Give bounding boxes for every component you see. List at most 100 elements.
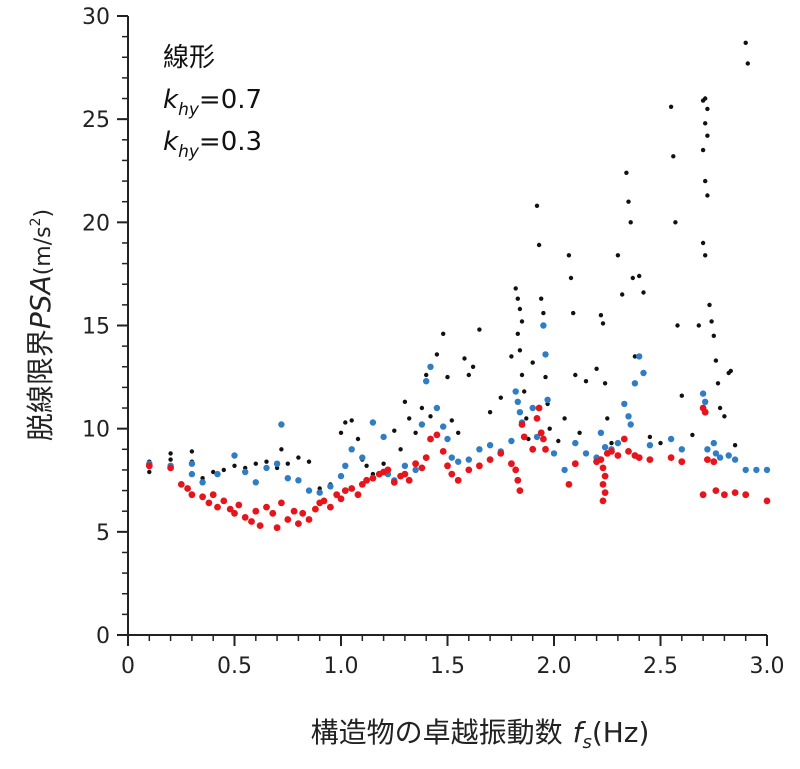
data-point <box>540 322 547 329</box>
data-point <box>381 461 386 466</box>
data-point <box>731 489 739 496</box>
data-point <box>413 430 418 435</box>
data-point <box>380 433 387 441</box>
data-point <box>637 273 642 279</box>
data-point <box>253 461 258 466</box>
data-point <box>716 454 724 461</box>
data-point <box>508 437 515 445</box>
data-point <box>274 465 280 471</box>
data-point <box>609 440 614 446</box>
data-point <box>542 351 549 358</box>
data-point <box>710 439 717 447</box>
data-point <box>678 446 685 453</box>
data-point <box>517 306 523 312</box>
data-point <box>715 381 721 386</box>
data-point <box>226 505 234 513</box>
data-point <box>722 414 727 419</box>
x-tick-label: 0.5 <box>217 654 252 679</box>
data-point <box>439 448 447 455</box>
data-point <box>209 491 217 499</box>
data-point <box>599 464 607 472</box>
data-point <box>597 456 605 463</box>
data-point <box>530 360 535 365</box>
data-point <box>696 323 701 328</box>
series-0 <box>147 40 750 491</box>
data-point <box>529 404 536 412</box>
data-point <box>667 435 675 443</box>
data-point <box>358 481 366 488</box>
data-point <box>235 501 243 509</box>
data-point <box>401 470 409 478</box>
data-point <box>534 203 540 208</box>
data-point <box>671 154 676 159</box>
x-tick-label: 1.0 <box>324 654 359 679</box>
data-point <box>398 447 403 452</box>
data-point <box>713 358 719 363</box>
data-point <box>646 456 654 463</box>
data-point <box>290 507 298 515</box>
data-point <box>211 469 216 475</box>
data-point <box>614 452 622 459</box>
data-point <box>601 472 609 480</box>
data-point <box>242 468 249 476</box>
data-point <box>295 477 302 484</box>
data-point <box>703 96 708 101</box>
data-point <box>333 491 341 499</box>
data-point <box>515 296 520 301</box>
data-point <box>189 449 195 454</box>
data-point <box>364 463 369 468</box>
data-point <box>369 474 377 482</box>
data-point <box>295 520 302 527</box>
data-point <box>702 398 709 405</box>
data-point <box>320 497 328 505</box>
data-point <box>348 485 356 492</box>
axes: 0 0.5 1.0 1.5 2.0 2.5 3.0 0 5 10 15 20 25 30 <box>82 5 785 679</box>
data-point <box>543 374 548 380</box>
data-point <box>605 416 610 421</box>
data-point <box>536 242 542 248</box>
data-point <box>533 415 541 422</box>
y-tick-label: 15 <box>82 315 110 340</box>
data-point <box>631 380 639 387</box>
data-point <box>703 178 708 184</box>
data-point <box>731 456 739 463</box>
data-point <box>465 466 473 474</box>
data-point <box>512 388 519 395</box>
data-point <box>599 497 607 505</box>
data-point <box>263 503 270 511</box>
data-point <box>709 319 714 324</box>
data-point <box>700 147 706 153</box>
data-point <box>620 292 625 297</box>
data-point <box>423 378 430 385</box>
data-points <box>145 40 771 532</box>
y-tick-label: 25 <box>82 108 110 133</box>
legend-value: =0.7 <box>199 85 262 115</box>
data-point <box>487 410 493 415</box>
data-point <box>448 454 455 461</box>
data-point <box>640 369 647 377</box>
data-point <box>540 435 547 443</box>
data-point <box>337 495 345 503</box>
data-point <box>299 509 307 517</box>
data-point <box>486 442 494 449</box>
y-axis-var: PSA <box>24 275 57 329</box>
data-point <box>147 469 152 475</box>
data-point <box>316 489 323 496</box>
data-point <box>712 487 720 494</box>
data-point <box>701 408 709 416</box>
data-point <box>273 524 281 532</box>
data-point <box>256 522 264 529</box>
data-point <box>632 354 638 359</box>
data-point <box>279 447 284 452</box>
data-point <box>598 313 604 318</box>
data-point <box>514 476 522 484</box>
data-point <box>405 476 413 484</box>
data-point <box>412 466 419 474</box>
data-point <box>597 429 605 436</box>
data-point <box>214 503 221 511</box>
legend-entry-linear: 線形 <box>163 43 215 73</box>
data-point <box>520 433 528 441</box>
data-point <box>583 379 589 384</box>
y-tick-label: 30 <box>82 5 110 30</box>
data-point <box>518 421 526 428</box>
